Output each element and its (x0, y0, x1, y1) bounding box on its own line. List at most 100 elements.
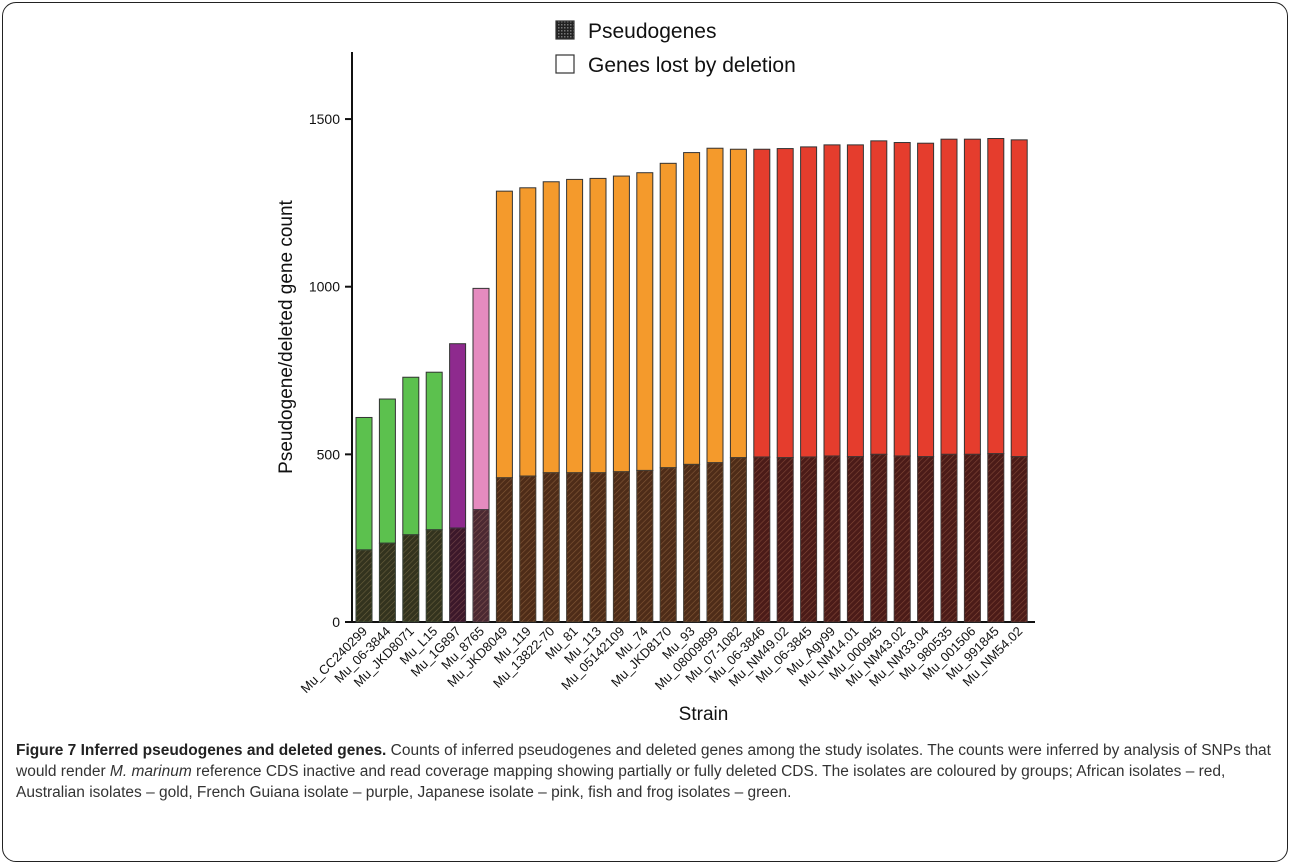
bar-pseudogenes-tint-Mu_JKD8071 (402, 534, 419, 622)
bar-pseudogenes-tint-Mu_JKD8049 (496, 477, 513, 622)
x-tick-labels: Mu_CC240299Mu_06-3844Mu_JKD8071Mu_L15Mu_… (298, 624, 1026, 696)
bar-deleted-Mu_000945 (870, 140, 888, 455)
bar-pseudogenes-Mu_JKD8170 (659, 467, 677, 623)
bar-deleted-Mu_07-1082 (729, 148, 747, 459)
bar-pseudogenes-tint-Mu_NM43.02 (894, 456, 911, 622)
bar-pseudogenes-Mu_001506 (963, 453, 981, 623)
bar-pseudogenes-Mu_991845 (987, 453, 1005, 623)
bar-pseudogenes-tint-Mu_93 (683, 464, 700, 622)
legend-label-1: Genes lost by deletion (588, 54, 796, 77)
bar-pseudogenes-tint-Mu_NM14.01 (847, 456, 864, 622)
bar-pseudogenes-Mu_NM43.02 (893, 455, 911, 623)
y-tick-label-500: 500 (317, 446, 341, 462)
bar-pseudogenes-tint-Mu_980535 (941, 454, 957, 622)
bar-deleted-Mu_CC240299 (355, 416, 373, 551)
bar-pseudogenes-Mu_L15 (425, 529, 443, 623)
bar-pseudogenes-Mu_8765 (472, 509, 490, 623)
bar-deleted-Mu_NM33.04 (917, 142, 935, 458)
legend-swatch-0 (555, 20, 575, 40)
bar-deleted-Mu_81 (566, 178, 584, 474)
bar-deleted-Mu_8765 (472, 287, 490, 511)
bar-pseudogenes-tint-Mu_06-3845 (800, 457, 817, 622)
stacked-bar-chart: Pseudogenes Genes lost by deletion 0 500 10… (276, 20, 1035, 725)
y-tick-label-1000: 1000 (309, 279, 340, 295)
bar-pseudogenes-Mu_CC240299 (355, 549, 373, 623)
bar-pseudogenes-Mu_08009899 (706, 462, 724, 623)
bar-pseudogenes-tint-Mu_000945 (870, 454, 887, 622)
bar-deleted-Mu_08009899 (706, 147, 724, 464)
bar-pseudogenes-tint-Mu_07-1082 (730, 457, 747, 622)
y-tick-label-0: 0 (332, 614, 340, 630)
legend: Pseudogenes Genes lost by deletion (555, 20, 796, 77)
caption-text-2: reference CDS inactive and read coverage… (16, 763, 1226, 801)
bar-pseudogenes-tint-Mu_05142109 (613, 471, 630, 622)
bar-pseudogenes-tint-Mu_001506 (964, 454, 981, 622)
caption-species: M. marinum (109, 763, 192, 780)
bar-pseudogenes-Mu_119 (519, 475, 537, 623)
x-axis-label: Strain (679, 704, 729, 725)
bar-pseudogenes-Mu_113 (589, 472, 607, 623)
bar-pseudogenes-Mu_13822-70 (542, 472, 560, 623)
bar-pseudogenes-Mu_NM49.02 (776, 457, 794, 623)
bar-pseudogenes-tint-Mu_81 (566, 472, 583, 622)
bar-pseudogenes-tint-Mu_113 (590, 472, 606, 622)
bar-deleted-Mu_JKD8071 (402, 376, 420, 536)
bar-pseudogenes-Mu_NM54.02 (1010, 456, 1028, 623)
bar-pseudogenes-Mu_Agy99 (823, 455, 841, 623)
bar-deleted-Mu_Agy99 (823, 144, 841, 457)
caption-title: Figure 7 Inferred pseudogenes and delete… (16, 742, 387, 759)
bar-pseudogenes-Mu_74 (636, 469, 654, 623)
legend-swatch-1 (555, 54, 575, 74)
bar-pseudogenes-tint-Mu_Agy99 (824, 456, 840, 622)
bar-pseudogenes-tint-Mu_119 (519, 476, 536, 622)
bar-deleted-Mu_NM54.02 (1010, 139, 1028, 458)
bar-pseudogenes-Mu_NM14.01 (846, 456, 864, 623)
bar-pseudogenes-tint-Mu_74 (636, 470, 653, 622)
y-axis-label: Pseudogene/deleted gene count (276, 199, 297, 473)
bar-pseudogenes-tint-Mu_L15 (426, 529, 443, 622)
bar-pseudogenes-Mu_05142109 (612, 471, 630, 623)
bar-deleted-Mu_NM14.01 (846, 144, 864, 458)
bar-deleted-Mu_991845 (987, 138, 1005, 455)
bar-pseudogenes-Mu_JKD8049 (495, 477, 513, 623)
bar-pseudogenes-tint-Mu_NM54.02 (1011, 456, 1028, 622)
bar-deleted-Mu_L15 (425, 371, 443, 531)
bar-deleted-Mu_13822-70 (542, 181, 560, 474)
y-tick-label-1500: 1500 (309, 111, 340, 127)
bar-pseudogenes-tint-Mu_991845 (987, 453, 1004, 622)
bar-pseudogenes-tint-Mu_NM49.02 (777, 457, 794, 622)
bar-deleted-Mu_74 (636, 172, 654, 471)
bar-deleted-Mu_113 (589, 177, 607, 474)
bar-deleted-Mu_119 (519, 187, 537, 477)
bar-deleted-Mu_05142109 (612, 175, 630, 473)
bar-pseudogenes-tint-Mu_JKD8170 (660, 467, 677, 622)
bar-pseudogenes-Mu_06-3844 (378, 542, 396, 623)
bar-pseudogenes-Mu_980535 (940, 453, 958, 623)
bar-pseudogenes-Mu_07-1082 (729, 457, 747, 623)
bar-pseudogenes-tint-Mu_06-3844 (379, 543, 396, 622)
bar-pseudogenes-tint-Mu_CC240299 (356, 549, 372, 622)
bar-pseudogenes-tint-Mu_13822-70 (543, 472, 560, 622)
bar-pseudogenes-Mu_NM33.04 (917, 456, 935, 623)
bar-deleted-Mu_NM43.02 (893, 142, 911, 457)
bar-pseudogenes-Mu_93 (683, 463, 701, 623)
bars (355, 138, 1028, 623)
bar-deleted-Mu_JKD8049 (495, 190, 513, 479)
bar-deleted-Mu_980535 (940, 138, 958, 455)
caption-text-1: Counts of inferred pseudogenes and delet… (16, 742, 1271, 780)
bar-pseudogenes-tint-Mu_NM33.04 (917, 456, 934, 622)
bar-deleted-Mu_06-3845 (800, 146, 818, 458)
bar-pseudogenes-Mu_000945 (870, 453, 888, 623)
bar-pseudogenes-Mu_1G897 (449, 527, 467, 623)
bar-deleted-Mu_93 (683, 152, 701, 465)
bar-deleted-Mu_001506 (963, 138, 981, 455)
bar-pseudogenes-tint-Mu_1G897 (449, 528, 466, 622)
figure-caption: Figure 7 Inferred pseudogenes and delete… (16, 740, 1278, 803)
bar-pseudogenes-tint-Mu_06-3846 (753, 457, 770, 622)
bar-pseudogenes-Mu_JKD8071 (402, 534, 420, 623)
bar-pseudogenes-tint-Mu_08009899 (707, 462, 723, 622)
bar-pseudogenes-Mu_06-3846 (753, 456, 771, 623)
bar-deleted-Mu_06-3846 (753, 148, 771, 458)
legend-label-0: Pseudogenes (588, 20, 716, 43)
